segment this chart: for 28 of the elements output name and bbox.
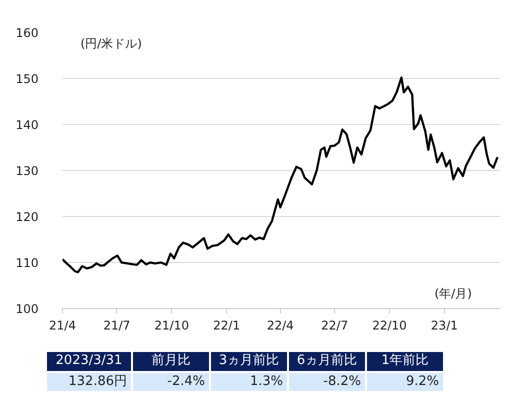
text: -8.2% — [289, 372, 365, 392]
y-axis-title: (円/米ドル) — [80, 36, 142, 50]
y-tick-label: 100 — [16, 302, 38, 316]
text: 2023/3/31 — [47, 352, 131, 371]
x-tick-label: 22/7 — [321, 318, 348, 332]
x-tick-label: 21/10 — [154, 318, 190, 332]
x-tick-label: 22/10 — [372, 318, 407, 332]
text: 6ヵ月前比 — [289, 352, 365, 371]
text: -2.4% — [133, 372, 209, 392]
x-tick-label: 21/4 — [49, 318, 76, 332]
text: 1.3% — [211, 372, 287, 392]
y-tick-label: 130 — [16, 164, 38, 178]
text: 3ヵ月前比 — [211, 352, 287, 371]
y-tick-label: 140 — [16, 118, 38, 132]
text: 1年前比 — [367, 352, 443, 371]
y-tick-label: 120 — [16, 210, 38, 224]
y-tick-label: 160 — [16, 26, 38, 40]
y-tick-label: 150 — [16, 72, 38, 86]
x-tick-label: 22/1 — [213, 318, 240, 332]
x-tick-label: 23/1 — [430, 318, 458, 332]
x-tick-label: 21/7 — [103, 318, 130, 332]
line-series — [62, 76, 499, 274]
x-axis-title: (年/月) — [434, 286, 472, 300]
text: 132.86円 — [47, 372, 131, 392]
x-tick-label: 22/4 — [266, 318, 294, 332]
text: 前月比 — [133, 352, 209, 371]
y-tick-label: 110 — [16, 256, 38, 270]
text: 9.2% — [367, 372, 443, 392]
